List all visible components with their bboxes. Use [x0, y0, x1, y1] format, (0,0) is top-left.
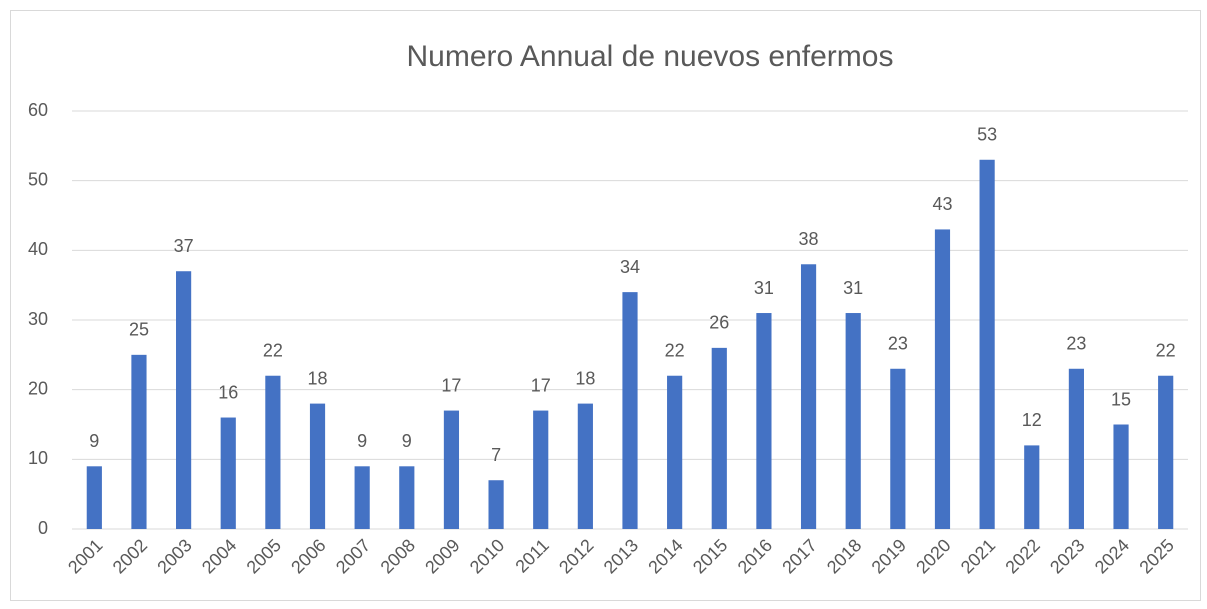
data-label: 25 [129, 320, 149, 340]
y-tick-label: 50 [28, 169, 48, 189]
data-label: 37 [174, 236, 194, 256]
data-label: 53 [977, 125, 997, 145]
bar [800, 264, 817, 529]
bar [890, 368, 906, 529]
data-label: 23 [888, 334, 908, 354]
data-label: 22 [263, 340, 283, 360]
data-label: 16 [218, 382, 238, 402]
data-label: 34 [620, 257, 640, 277]
y-tick-label: 0 [38, 518, 48, 538]
bar [622, 292, 638, 529]
data-label: 31 [754, 278, 774, 298]
bar [845, 313, 861, 529]
data-label: 9 [357, 431, 367, 451]
bar [265, 375, 281, 529]
bar [131, 354, 147, 529]
bar [1024, 445, 1040, 529]
bar [354, 466, 370, 529]
bar [979, 159, 995, 529]
bar [443, 410, 460, 529]
data-label: 22 [1156, 340, 1176, 360]
data-label: 9 [402, 431, 412, 451]
chart-border [10, 10, 1201, 601]
bar [220, 417, 236, 529]
data-label: 12 [1022, 410, 1042, 430]
bar [176, 271, 192, 529]
bar [667, 375, 683, 529]
bar [1068, 368, 1084, 529]
y-tick-label: 10 [28, 448, 48, 468]
bar [711, 347, 727, 529]
y-tick-label: 60 [28, 100, 48, 120]
data-label: 18 [575, 368, 595, 388]
y-tick-label: 30 [28, 309, 48, 329]
bar [488, 480, 504, 529]
bar [1158, 375, 1174, 529]
bar [533, 410, 549, 529]
data-label: 17 [531, 375, 551, 395]
bar [934, 229, 951, 529]
data-label: 23 [1066, 334, 1086, 354]
bar [1113, 424, 1129, 529]
data-label: 18 [308, 368, 328, 388]
data-label: 43 [932, 194, 952, 214]
bar [577, 403, 593, 529]
chart-title: Numero Annual de nuevos enfermos [407, 40, 894, 73]
data-label: 7 [491, 445, 501, 465]
data-label: 17 [441, 375, 461, 395]
data-label: 15 [1111, 389, 1131, 409]
bar [399, 466, 415, 529]
y-tick-label: 20 [28, 378, 48, 398]
bar [756, 313, 772, 529]
data-label: 22 [665, 340, 685, 360]
bar [86, 466, 102, 529]
data-label: 26 [709, 313, 729, 333]
bar [309, 403, 326, 529]
y-tick-label: 40 [28, 239, 48, 259]
data-label: 38 [799, 229, 819, 249]
data-label: 9 [89, 431, 99, 451]
data-label: 31 [843, 278, 863, 298]
